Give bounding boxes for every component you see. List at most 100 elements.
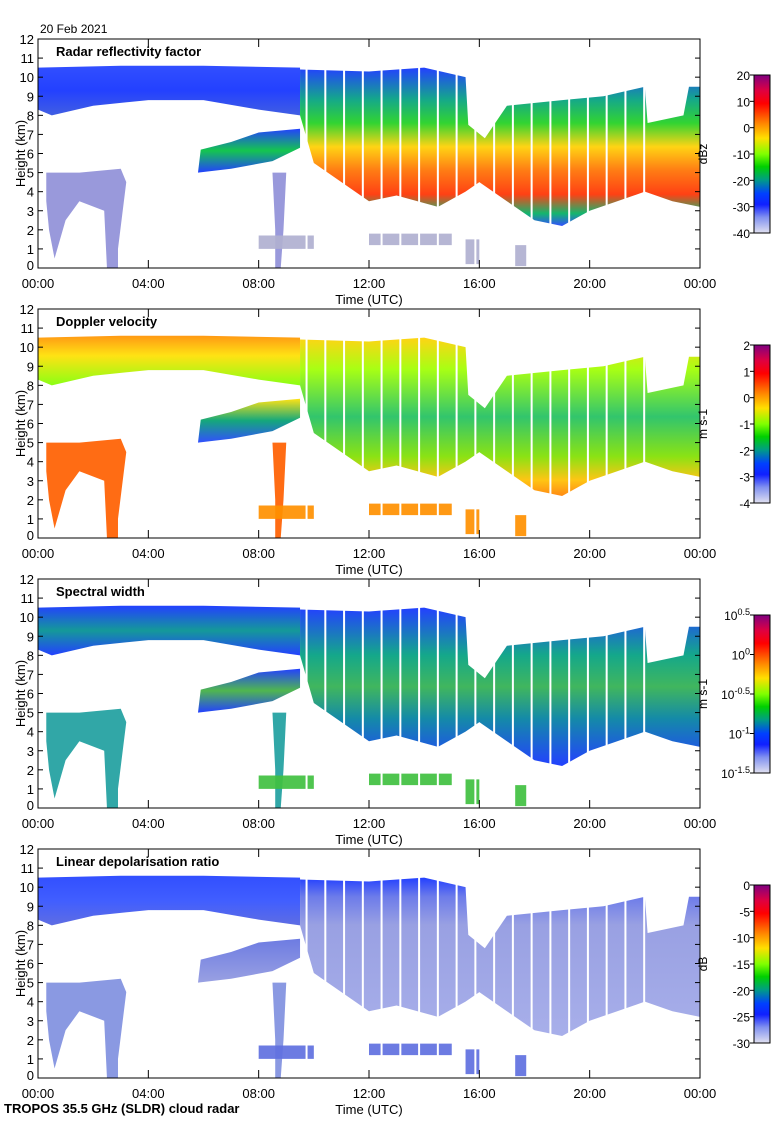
data-gap-stripe xyxy=(474,39,477,268)
echo-mid-layer xyxy=(197,128,301,173)
x-tick-label: 00:00 xyxy=(22,546,55,561)
echo-main-cloud xyxy=(300,67,700,227)
x-tick-label: 16:00 xyxy=(463,546,496,561)
colorbar-unit-label: m s-1 xyxy=(696,409,710,439)
data-gap-stripe xyxy=(399,309,402,538)
data-gap-stripe xyxy=(418,309,421,538)
data-gap-stripe xyxy=(436,579,439,808)
echo-cirrus xyxy=(38,875,301,926)
data-gap-stripe xyxy=(474,579,477,808)
data-gap-stripe xyxy=(530,849,533,1078)
y-axis-label: Height (km) xyxy=(13,930,28,997)
x-axis-label: Time (UTC) xyxy=(335,832,402,847)
echo-low-cloud xyxy=(46,708,127,808)
colorbar-tick-label: 10-1.5 xyxy=(721,765,750,781)
data-gap-stripe xyxy=(380,849,383,1078)
y-tick-label: 1 xyxy=(27,782,34,797)
colorbar xyxy=(753,884,771,1044)
colorbar-tick-label: -10 xyxy=(733,148,751,162)
data-gap-stripe xyxy=(343,849,346,1078)
x-tick-label: 08:00 xyxy=(242,816,275,831)
data-gap-stripe xyxy=(530,39,533,268)
data-gap-stripe xyxy=(511,39,514,268)
y-tick-label: 3 xyxy=(27,204,34,219)
data-gap-stripe xyxy=(624,309,627,538)
y-tick-label: 9 xyxy=(27,629,34,644)
y-tick-label: 10 xyxy=(20,70,34,85)
panel-title: Radar reflectivity factor xyxy=(56,44,201,59)
colorbar-tick-label: -1 xyxy=(739,418,750,432)
y-tick-label: 1 xyxy=(27,242,34,257)
echo-area xyxy=(38,39,700,268)
panel-title: Doppler velocity xyxy=(56,314,158,329)
y-tick-label: 5 xyxy=(27,976,34,991)
colorbar-tick-label: -20 xyxy=(733,984,751,998)
data-gap-stripe xyxy=(399,39,402,268)
x-tick-label: 20:00 xyxy=(573,546,606,561)
colorbar xyxy=(753,74,771,234)
colorbar-tick-label: -25 xyxy=(733,1011,751,1025)
data-gap-stripe xyxy=(399,849,402,1078)
tick-exponent: -0.5 xyxy=(734,686,750,696)
echo-main-cloud xyxy=(300,607,700,767)
data-gap-stripe xyxy=(436,309,439,538)
colorbar-tick-label: -5 xyxy=(739,905,750,919)
colorbar-tick-label: -10 xyxy=(733,932,751,946)
data-gap-stripe xyxy=(643,849,646,1078)
y-tick-label: 4 xyxy=(27,185,34,200)
y-tick-label: 12 xyxy=(20,572,34,587)
y-tick-label: 12 xyxy=(20,32,34,47)
data-gap-stripe xyxy=(399,579,402,808)
data-gap-stripe xyxy=(474,309,477,538)
colorbar-tick-label: -2 xyxy=(739,444,750,458)
data-gap-stripe xyxy=(586,309,589,538)
x-tick-label: 00:00 xyxy=(684,1086,717,1101)
y-tick-label: 9 xyxy=(27,899,34,914)
y-tick-label: 10 xyxy=(20,880,34,895)
y-tick-label: 2 xyxy=(27,1033,34,1048)
data-gap-stripe xyxy=(549,39,552,268)
y-tick-label: 3 xyxy=(27,744,34,759)
y-tick-label: 8 xyxy=(27,378,34,393)
echo-area xyxy=(38,309,700,538)
echo-low-drizzle-3 xyxy=(465,239,480,265)
x-tick-label: 12:00 xyxy=(353,546,386,561)
echo-low-drizzle-3 xyxy=(465,779,480,805)
y-tick-label: 0 xyxy=(27,1068,34,1083)
colorbar-tick-label: -4 xyxy=(739,497,750,511)
y-tick-label: 1 xyxy=(27,512,34,527)
y-tick-label: 4 xyxy=(27,455,34,470)
data-gap-stripe xyxy=(305,579,308,808)
x-axis-label: Time (UTC) xyxy=(335,562,402,577)
data-gap-stripe xyxy=(474,849,477,1078)
data-gap-stripe xyxy=(549,579,552,808)
x-tick-label: 12:00 xyxy=(353,1086,386,1101)
y-tick-label: 9 xyxy=(27,359,34,374)
data-gap-stripe xyxy=(586,849,589,1078)
colorbar-tick-label: 10-0.5 xyxy=(721,686,750,702)
data-gap-stripe xyxy=(324,579,327,808)
y-tick-label: 7 xyxy=(27,397,34,412)
echo-low-drizzle-1 xyxy=(258,1045,314,1059)
echo-precip-column xyxy=(272,442,287,538)
echo-cirrus xyxy=(38,335,301,386)
footer-label: TROPOS 35.5 GHz (SLDR) cloud radar xyxy=(4,1101,240,1116)
echo-low-drizzle-2 xyxy=(369,1043,452,1056)
colorbar-tick-label: -30 xyxy=(733,1037,751,1051)
tick-exponent: 0 xyxy=(745,647,750,657)
tick-exponent: -1 xyxy=(742,726,750,736)
x-tick-label: 20:00 xyxy=(573,276,606,291)
colorbar-tick-label: 0 xyxy=(743,879,750,893)
y-tick-label: 6 xyxy=(27,687,34,702)
x-tick-label: 00:00 xyxy=(22,1086,55,1101)
echo-low-drizzle-4 xyxy=(515,515,527,537)
data-gap-stripe xyxy=(493,39,496,268)
data-gap-stripe xyxy=(343,39,346,268)
data-gap-stripe xyxy=(324,849,327,1078)
echo-mid-layer xyxy=(197,938,301,983)
x-tick-label: 16:00 xyxy=(463,1086,496,1101)
x-tick-label: 08:00 xyxy=(242,1086,275,1101)
y-tick-label: 6 xyxy=(27,147,34,162)
